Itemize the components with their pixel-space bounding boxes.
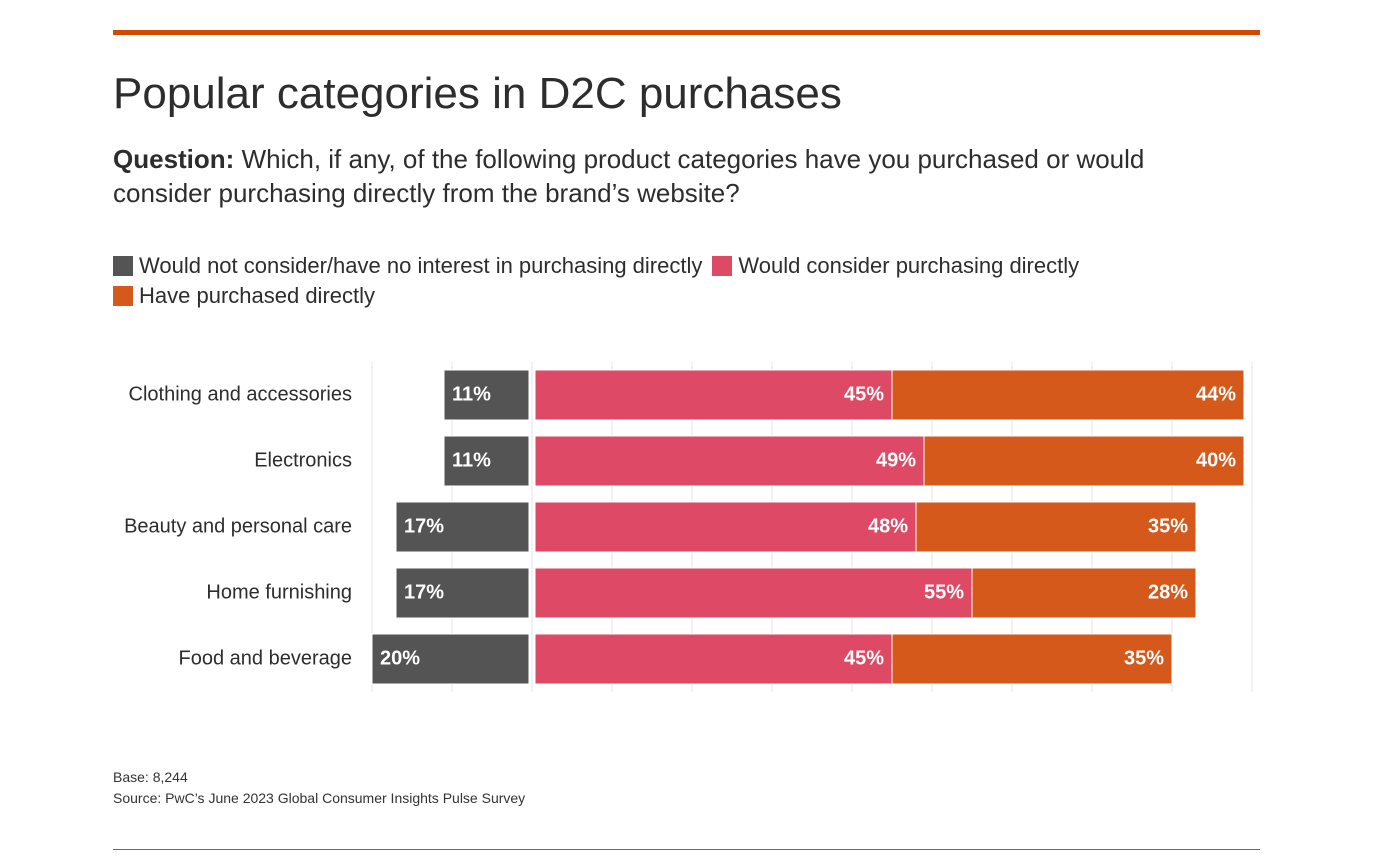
legend-label: Would consider purchasing directly [738, 253, 1080, 278]
chart-title: Popular categories in D2C purchases [113, 69, 842, 118]
bar [915, 501, 1197, 553]
data-label: 40% [1196, 449, 1236, 471]
legend-item: Would not consider/have no interest in p… [113, 251, 702, 281]
data-label: 17% [404, 581, 444, 603]
data-label: 35% [1148, 515, 1188, 537]
legend-swatch [712, 256, 733, 276]
legend-swatch [113, 286, 133, 306]
bar [923, 435, 1245, 487]
legend-label: Would not consider/have no interest in p… [139, 253, 703, 278]
data-label: 20% [380, 647, 420, 669]
bar [971, 567, 1197, 619]
legend-swatch [113, 256, 133, 276]
bar [395, 501, 530, 553]
bar [891, 633, 1173, 685]
data-label: 11% [452, 449, 491, 471]
data-label: 35% [1124, 647, 1164, 669]
footnotes: Base: 8,244 Source: PwC’s June 2023 Globa… [113, 767, 525, 809]
bar [534, 369, 893, 421]
y-tick-label: Electronics [254, 449, 352, 471]
legend-label: Have purchased directly [139, 283, 376, 308]
data-label: 45% [844, 647, 884, 669]
bar [534, 633, 893, 685]
bar [891, 369, 1245, 421]
bar [395, 567, 530, 619]
data-label: 28% [1148, 581, 1188, 603]
top-rule [113, 30, 1260, 35]
bar [534, 501, 917, 553]
footnote: Base: 8,244 [113, 769, 188, 785]
data-label: 17% [404, 515, 444, 537]
legend: Would not consider/have no interest in p… [113, 251, 1193, 311]
subtitle-label: Question: [113, 144, 235, 174]
data-label: 49% [876, 449, 916, 471]
data-label: 48% [868, 515, 908, 537]
bottom-rule [113, 849, 1260, 850]
y-tick-label: Beauty and personal care [124, 515, 352, 537]
legend-item: Have purchased directly [113, 281, 375, 311]
y-tick-label: Home furnishing [206, 581, 352, 603]
data-label: 45% [844, 383, 884, 405]
footnote: Source: PwC’s June 2023 Global Consumer … [113, 790, 526, 806]
bar [534, 567, 973, 619]
y-tick-label: Food and beverage [179, 647, 352, 669]
bar [534, 435, 925, 487]
bar [371, 633, 530, 685]
subtitle-text: Which, if any, of the following product … [113, 144, 1145, 208]
data-label: 11% [452, 383, 491, 405]
bar [443, 435, 530, 487]
bar [443, 369, 530, 421]
y-tick-label: Clothing and accessories [129, 383, 352, 405]
data-label: 44% [1196, 383, 1236, 405]
data-label: 55% [924, 581, 964, 603]
subtitle: Question: Which, if any, of the followin… [113, 142, 1213, 210]
legend-item: Would consider purchasing directly [712, 251, 1079, 281]
